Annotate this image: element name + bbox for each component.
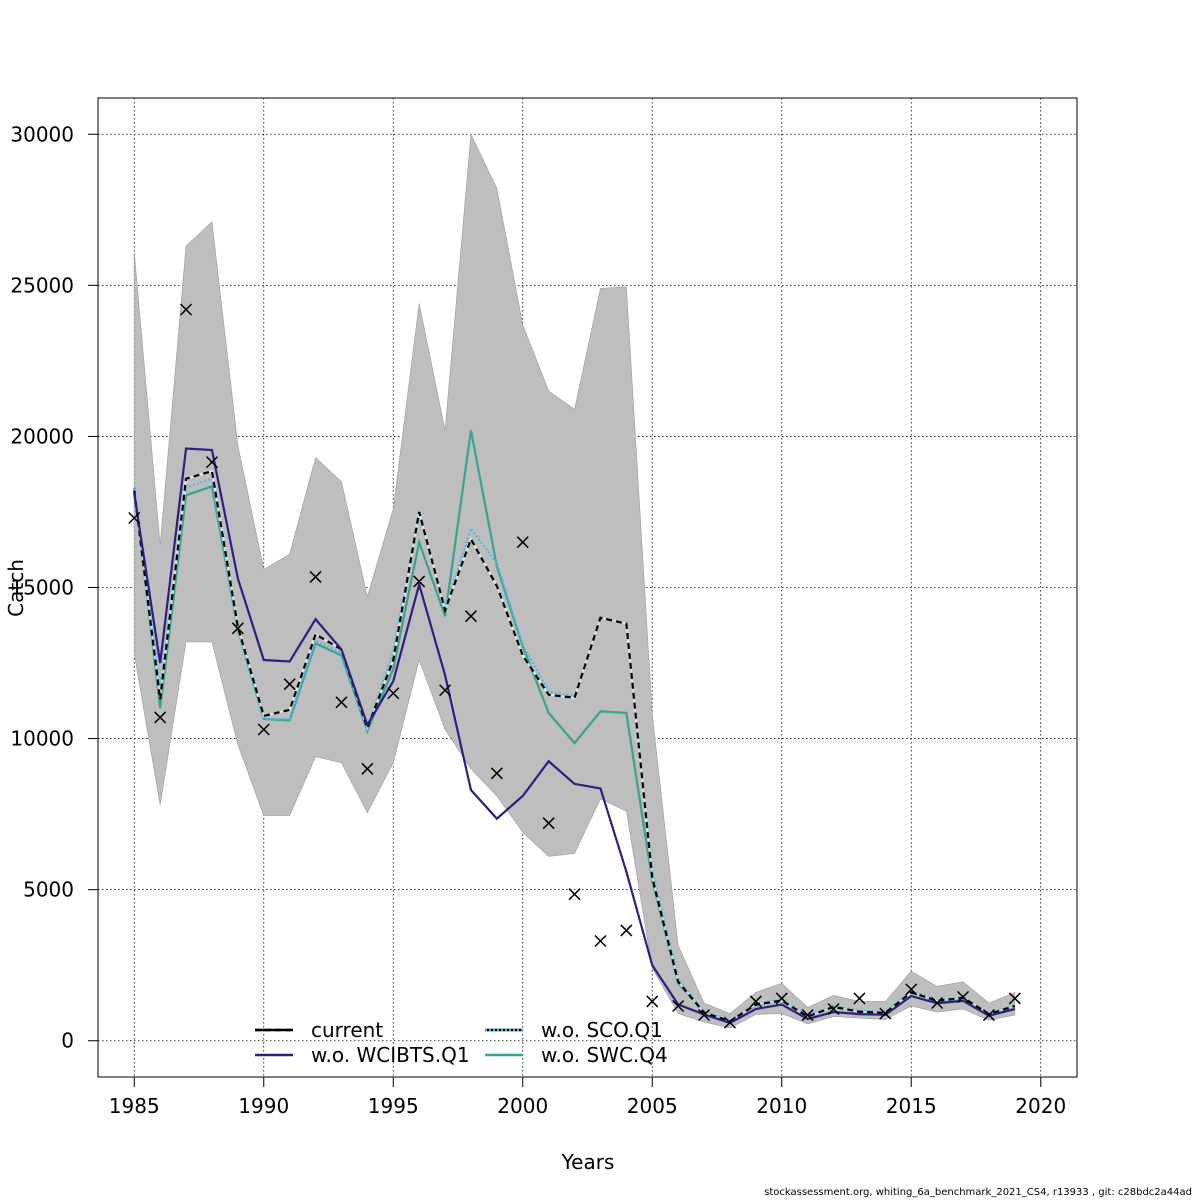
footer-caption: stockassessment.org, whiting_6a_benchmar… — [764, 1187, 1192, 1198]
observed-point — [490, 767, 503, 780]
band-area — [133, 133, 1016, 1029]
observed-point — [335, 696, 348, 709]
observed-point — [154, 711, 167, 724]
y-tick-label: 30000 — [10, 122, 74, 146]
legend-item: w.o. SCO.Q1 — [485, 1018, 663, 1042]
observed-point — [749, 995, 762, 1008]
y-tick-label: 15000 — [10, 576, 74, 600]
observed-point — [128, 511, 141, 525]
legend-item: w.o. WCIBTS.Q1 — [255, 1043, 470, 1067]
observed-point — [879, 1007, 892, 1020]
observed-point — [801, 1009, 814, 1022]
observed-point — [957, 990, 970, 1003]
observed-point — [672, 999, 685, 1013]
y-tick-label: 5000 — [23, 878, 74, 902]
x-tick-label: 1995 — [368, 1094, 419, 1118]
observed-point — [905, 983, 918, 996]
x-axis: 1985 1990 1995 2000 2005 2010 2015 2020 — [109, 1076, 1066, 1118]
observed-point — [180, 303, 193, 316]
confidence-band — [133, 133, 1016, 1029]
x-tick-label: 2010 — [756, 1094, 807, 1118]
observed-point — [646, 995, 659, 1008]
y-axis: 0 5000 10000 15000 20000 25000 30000 — [10, 122, 99, 1053]
observed-point — [257, 723, 270, 736]
x-tick-label: 1990 — [238, 1094, 289, 1118]
y-tick-label: 25000 — [10, 273, 74, 297]
x-tick-label: 2020 — [1015, 1094, 1066, 1118]
legend-label: current — [311, 1018, 383, 1042]
x-tick-label: 2015 — [886, 1094, 937, 1118]
observed-point — [723, 1016, 736, 1029]
observed-point — [413, 575, 426, 588]
observed-point — [594, 934, 607, 948]
y-tick-label: 20000 — [10, 424, 74, 448]
observed-point — [827, 1002, 840, 1016]
observed-points — [128, 303, 1021, 1029]
observed-point — [439, 684, 452, 697]
observed-point — [309, 570, 322, 583]
x-tick-label: 2000 — [497, 1094, 548, 1118]
y-tick-label: 0 — [61, 1029, 74, 1053]
x-tick-label: 1985 — [109, 1094, 160, 1118]
observed-point — [387, 687, 400, 700]
x-axis-label: Years — [561, 1150, 615, 1174]
legend-item: current — [255, 1018, 383, 1042]
observed-point — [568, 888, 581, 901]
observed-point — [516, 536, 529, 549]
observed-point — [620, 924, 633, 937]
observed-point — [698, 1009, 711, 1022]
observed-point — [542, 817, 555, 830]
series-lines — [133, 430, 1016, 1025]
observed-point — [361, 762, 374, 775]
observed-point — [464, 610, 477, 623]
series-line-1 — [133, 447, 1016, 1025]
legend-label: w.o. WCIBTS.Q1 — [311, 1043, 470, 1067]
y-axis-label: Catch — [4, 559, 28, 617]
observed-point — [205, 456, 218, 469]
series-line-0 — [133, 469, 1016, 1023]
observed-point — [1008, 992, 1021, 1005]
observed-point — [283, 678, 296, 691]
observed-point — [982, 1009, 995, 1022]
x-tick-label: 2005 — [627, 1094, 678, 1118]
legend-label: w.o. SCO.Q1 — [541, 1018, 663, 1042]
legend-item: w.o. SWC.Q4 — [485, 1043, 668, 1067]
y-tick-label: 10000 — [10, 727, 74, 751]
observed-point — [853, 992, 866, 1005]
observed-point — [931, 996, 944, 1010]
observed-point — [231, 622, 244, 635]
observed-point — [775, 992, 788, 1005]
legend-label: w.o. SWC.Q4 — [541, 1043, 668, 1067]
